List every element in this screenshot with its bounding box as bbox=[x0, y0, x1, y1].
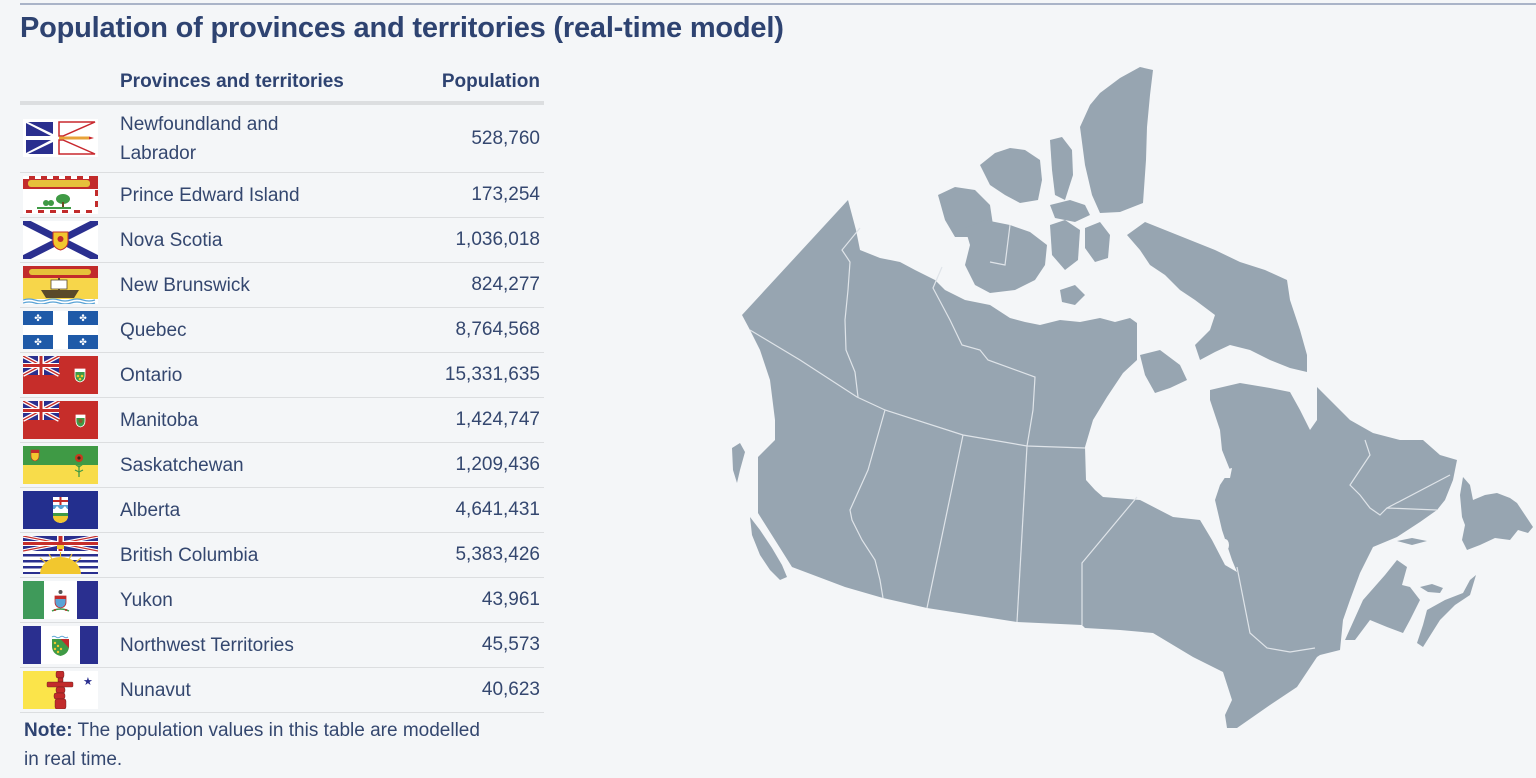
anticosti-island bbox=[1397, 538, 1427, 545]
nunavut-flag-icon: ★ bbox=[23, 671, 98, 709]
manitoba-flag-icon bbox=[23, 401, 98, 439]
mainland bbox=[742, 200, 1457, 728]
yukon-flag-icon bbox=[23, 581, 98, 619]
northwest-territories-flag-icon bbox=[23, 626, 98, 664]
population-value: 43,961 bbox=[481, 589, 540, 610]
table-row: Yukon 43,961 bbox=[20, 578, 544, 623]
table-row: Prince Edward Island 173,254 bbox=[20, 173, 544, 218]
newfoundland-labrador-flag-icon bbox=[23, 119, 98, 157]
table-row: Newfoundland and Labrador 528,760 bbox=[20, 105, 544, 173]
svg-text:★: ★ bbox=[83, 675, 93, 688]
population-value: 45,573 bbox=[481, 634, 540, 655]
table-row: Ontario 15,331,635 bbox=[20, 353, 544, 398]
population-value: 1,036,018 bbox=[455, 229, 540, 250]
note-text: The population values in this table are … bbox=[24, 720, 480, 770]
new-brunswick-flag-icon bbox=[23, 266, 98, 304]
province-name: Prince Edward Island bbox=[120, 184, 300, 206]
province-name: Quebec bbox=[120, 319, 187, 341]
province-name: Manitoba bbox=[120, 409, 199, 431]
population-value: 15,331,635 bbox=[444, 364, 540, 385]
page-title: Population of provinces and territories … bbox=[20, 12, 784, 44]
column-header-population: Population bbox=[441, 71, 540, 92]
svg-text:✤: ✤ bbox=[79, 338, 87, 348]
haida-gwaii bbox=[732, 443, 745, 483]
svg-text:✤: ✤ bbox=[79, 314, 87, 324]
population-value: 40,623 bbox=[481, 679, 540, 700]
province-name: Newfoundland and Labrador bbox=[120, 113, 279, 164]
population-value: 528,760 bbox=[471, 127, 540, 149]
note-label: Note: bbox=[24, 720, 73, 741]
prince-edward-island-flag-icon bbox=[23, 176, 98, 214]
southampton-island bbox=[1140, 350, 1187, 393]
svg-text:✤: ✤ bbox=[34, 338, 42, 348]
province-name: Nunavut bbox=[120, 679, 191, 701]
nova-scotia bbox=[1417, 575, 1476, 647]
table-row: Alberta 4,641,431 bbox=[20, 488, 544, 533]
svg-text:✤: ✤ bbox=[34, 314, 42, 324]
british-columbia-flag-icon bbox=[23, 536, 98, 574]
population-value: 824,277 bbox=[471, 274, 540, 295]
province-name: Northwest Territories bbox=[120, 634, 294, 656]
table-row: New Brunswick 824,277 bbox=[20, 263, 544, 308]
population-table: Provinces and territories Population New… bbox=[20, 62, 544, 713]
province-name: Ontario bbox=[120, 364, 183, 386]
population-value: 4,641,431 bbox=[455, 499, 540, 520]
population-value: 173,254 bbox=[471, 184, 540, 205]
province-name: British Columbia bbox=[120, 544, 259, 566]
population-value: 5,383,426 bbox=[455, 544, 540, 565]
saskatchewan-flag-icon bbox=[23, 446, 98, 484]
province-name: Saskatchewan bbox=[120, 454, 244, 476]
table-header: Provinces and territories Population bbox=[20, 62, 544, 105]
gaspe-new-brunswick bbox=[1345, 560, 1420, 640]
prince-edward-island bbox=[1420, 584, 1443, 593]
axel-heiberg-island bbox=[1050, 137, 1073, 200]
alberta-flag-icon bbox=[23, 491, 98, 529]
king-william-island bbox=[1060, 285, 1085, 305]
table-row: Manitoba 1,424,747 bbox=[20, 398, 544, 443]
ontario-flag-icon bbox=[23, 356, 98, 394]
table-row: British Columbia 5,383,426 bbox=[20, 533, 544, 578]
province-name: Alberta bbox=[120, 499, 181, 521]
table-note: Note: The population values in this tabl… bbox=[24, 716, 494, 774]
arctic-islands-central bbox=[1050, 200, 1090, 222]
table-row: ✤ ✤ ✤ ✤ Quebec 8,764,568 bbox=[20, 308, 544, 353]
table-row: Saskatchewan 1,209,436 bbox=[20, 443, 544, 488]
somerset-island bbox=[1085, 222, 1110, 262]
population-value: 1,209,436 bbox=[455, 454, 540, 475]
top-divider bbox=[20, 3, 1536, 5]
nova-scotia-flag-icon bbox=[23, 221, 98, 259]
population-value: 8,764,568 bbox=[455, 319, 540, 340]
baffin-island bbox=[1127, 222, 1307, 372]
arctic-islands-north bbox=[980, 148, 1042, 203]
prince-of-wales-island bbox=[1050, 220, 1080, 270]
table-row: Nova Scotia 1,036,018 bbox=[20, 218, 544, 263]
table-row: Northwest Territories 45,573 bbox=[20, 623, 544, 668]
province-name: New Brunswick bbox=[120, 274, 250, 296]
newfoundland bbox=[1460, 477, 1533, 550]
population-value: 1,424,747 bbox=[455, 409, 540, 430]
province-name: Nova Scotia bbox=[120, 229, 223, 251]
province-name: Yukon bbox=[120, 589, 173, 611]
ellesmere-island bbox=[1080, 67, 1153, 213]
column-header-name: Provinces and territories bbox=[120, 71, 344, 92]
table-row: ★ Nunavut 40,623 bbox=[20, 668, 544, 713]
quebec-flag-icon: ✤ ✤ ✤ ✤ bbox=[23, 311, 98, 349]
vancouver-island bbox=[750, 517, 787, 580]
